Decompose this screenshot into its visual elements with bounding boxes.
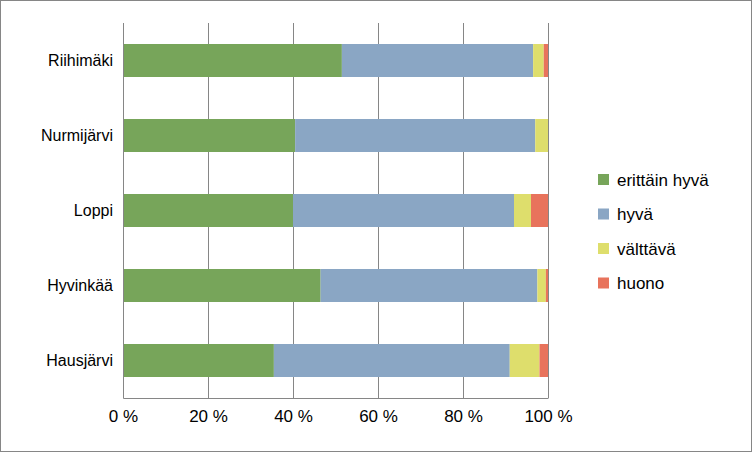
x-tick: 40 %	[274, 398, 313, 426]
x-tick-label: 80 %	[444, 407, 483, 426]
y-axis: Riihimäki Nurmijärvi Loppi Hyvinkää Hausjärv…	[41, 24, 124, 399]
bar-segment	[293, 194, 514, 227]
grid-line	[123, 23, 124, 398]
y-tick: Hyvinkää	[47, 277, 123, 294]
x-tick: 0 %	[109, 398, 138, 426]
x-tick: 60 %	[359, 398, 398, 426]
y-axis-line	[123, 24, 124, 399]
series	[531, 44, 548, 377]
y-tick-label: Hausjärvi	[46, 352, 113, 369]
legend-swatch	[598, 174, 609, 185]
legend-item: hyvä	[598, 205, 653, 224]
bar-segment	[123, 269, 321, 302]
legend: erittäin hyvä hyvä välttävä huono	[598, 171, 709, 294]
bar-segment	[540, 344, 549, 377]
y-tick: Hausjärvi	[46, 352, 123, 369]
legend-item: erittäin hyvä	[598, 171, 709, 190]
bar-segment	[537, 269, 546, 302]
series	[510, 44, 548, 377]
legend-label: erittäin hyvä	[617, 171, 709, 190]
bar-segment	[342, 44, 533, 77]
legend-label: huono	[617, 274, 664, 293]
bar-segment	[546, 269, 548, 302]
bar-segment	[274, 344, 510, 377]
legend-swatch	[598, 243, 609, 254]
x-tick-label: 0 %	[109, 407, 138, 426]
x-tick-label: 40 %	[274, 407, 313, 426]
y-tick: Loppi	[74, 202, 123, 219]
y-tick-label: Nurmijärvi	[41, 127, 113, 144]
legend-item: välttävä	[598, 240, 676, 259]
legend-swatch	[598, 209, 609, 220]
y-tick-label: Loppi	[74, 202, 113, 219]
bar-segment	[295, 119, 535, 152]
bar-segment	[533, 44, 544, 77]
bar-segment	[535, 119, 548, 152]
x-axis-line	[124, 398, 549, 399]
x-tick: 80 %	[444, 398, 483, 426]
x-tick-label: 20 %	[189, 407, 228, 426]
y-tick: Nurmijärvi	[41, 127, 123, 144]
x-tick-label: 60 %	[359, 407, 398, 426]
bar-segment	[321, 269, 538, 302]
y-tick-label: Hyvinkää	[47, 277, 113, 294]
bar-segment	[514, 194, 531, 227]
bar-segment	[123, 119, 295, 152]
bar-segment	[123, 194, 293, 227]
bar-segment	[510, 344, 540, 377]
legend-swatch	[598, 278, 609, 289]
y-tick: Riihimäki	[48, 52, 123, 69]
bar-segment	[544, 44, 548, 77]
x-tick-label: 100 %	[524, 407, 572, 426]
chart-frame	[1, 1, 752, 452]
bars	[123, 44, 548, 377]
x-axis: 0 % 20 % 40 % 60 % 80 % 100 %	[109, 398, 573, 426]
x-tick: 20 %	[189, 398, 228, 426]
grid	[123, 23, 548, 398]
chart: 0 % 20 % 40 % 60 % 80 % 100 % Riihimäki Nurmijä…	[0, 0, 752, 452]
series	[274, 44, 538, 377]
bar-segment	[123, 344, 274, 377]
bar-segment	[531, 194, 548, 227]
plot: 0 % 20 % 40 % 60 % 80 % 100 % Riihimäki Nurmijä…	[41, 23, 573, 426]
legend-label: välttävä	[617, 240, 676, 259]
bar-segment	[548, 119, 549, 152]
y-tick-label: Riihimäki	[48, 52, 113, 69]
legend-label: hyvä	[617, 205, 653, 224]
bar-segment	[123, 44, 342, 77]
legend-item: huono	[598, 274, 664, 293]
x-tick: 100 %	[524, 398, 572, 426]
